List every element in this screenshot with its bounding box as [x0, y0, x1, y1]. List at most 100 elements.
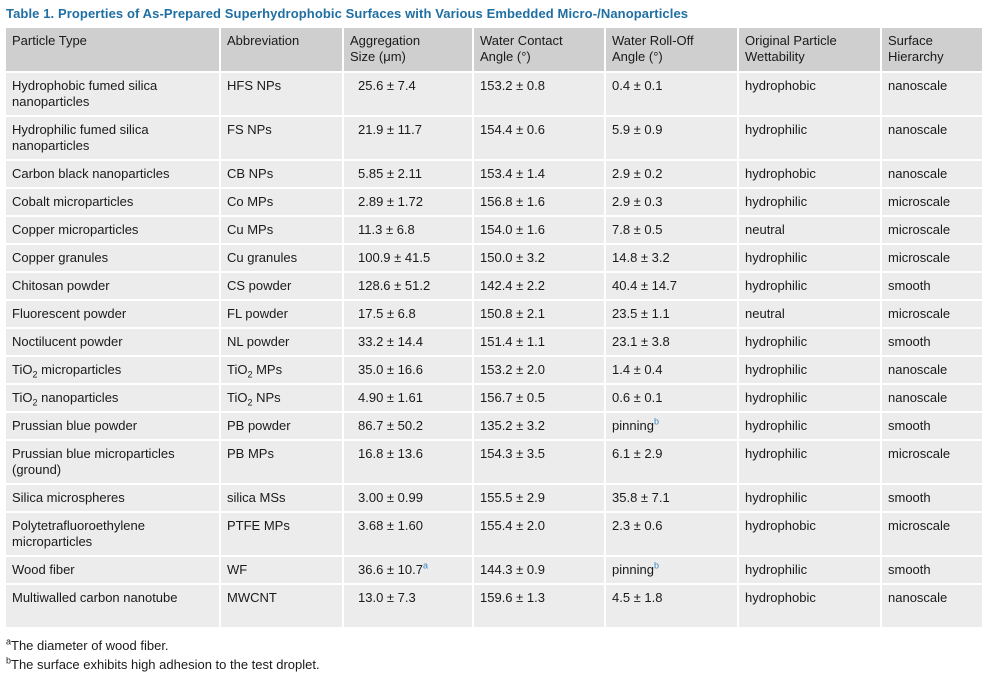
cell-wettability: hydrophilic — [739, 413, 880, 439]
cell-water-contact-angle: 159.6 ± 1.3 — [474, 585, 604, 627]
cell-abbreviation: FL powder — [221, 301, 342, 327]
footnote-b: bThe surface exhibits high adhesion to t… — [6, 655, 320, 672]
cell-particle-type: Copper microparticles — [6, 217, 219, 243]
cell-particle-type: Noctilucent powder — [6, 329, 219, 355]
cell-hierarchy: microscale — [882, 513, 982, 555]
cell-roll-off-angle: 23.1 ± 3.8 — [606, 329, 737, 355]
cell-roll-off-angle: 0.6 ± 0.1 — [606, 385, 737, 411]
cell-wettability: hydrophilic — [739, 189, 880, 215]
cell-water-contact-angle: 153.4 ± 1.4 — [474, 161, 604, 187]
cell-abbreviation: CS powder — [221, 273, 342, 299]
cell-wettability: hydrophobic — [739, 585, 880, 627]
cell-water-contact-angle: 135.2 ± 3.2 — [474, 413, 604, 439]
cell-particle-type: Copper granules — [6, 245, 219, 271]
header-water-roll-off-angle: Water Roll-Off Angle (°) — [606, 28, 737, 71]
cell-aggregation-size: 3.68 ± 1.60 — [344, 513, 472, 555]
table-row: TiO2 nanoparticles TiO2 NPs 4.90 ± 1.61 … — [6, 385, 982, 411]
cell-aggregation-size: 25.6 ± 7.4 — [344, 73, 472, 115]
cell-roll-off-angle: 0.4 ± 0.1 — [606, 73, 737, 115]
cell-particle-type: Carbon black nanoparticles — [6, 161, 219, 187]
cell-hierarchy: smooth — [882, 557, 982, 583]
cell-abbreviation: PB powder — [221, 413, 342, 439]
cell-water-contact-angle: 154.4 ± 0.6 — [474, 117, 604, 159]
cell-aggregation-size: 4.90 ± 1.61 — [344, 385, 472, 411]
table-row: Prussian blue microparticles (ground) PB… — [6, 441, 982, 483]
table-row: Cobalt microparticles Co MPs 2.89 ± 1.72… — [6, 189, 982, 215]
cell-particle-type: Multiwalled carbon nanotube — [6, 585, 219, 627]
cell-hierarchy: microscale — [882, 189, 982, 215]
header-water-contact-angle: Water Contact Angle (°) — [474, 28, 604, 71]
cell-roll-off-angle: pinningb — [606, 413, 737, 439]
cell-water-contact-angle: 156.8 ± 1.6 — [474, 189, 604, 215]
table-row: Polytetrafluoroethylene microparticles P… — [6, 513, 982, 555]
cell-aggregation-size: 13.0 ± 7.3 — [344, 585, 472, 627]
cell-roll-off-angle: 14.8 ± 3.2 — [606, 245, 737, 271]
cell-abbreviation: MWCNT — [221, 585, 342, 627]
cell-water-contact-angle: 156.7 ± 0.5 — [474, 385, 604, 411]
cell-wettability: hydrophilic — [739, 117, 880, 159]
cell-roll-off-angle: pinningb — [606, 557, 737, 583]
cell-abbreviation: NL powder — [221, 329, 342, 355]
cell-particle-type: TiO2 nanoparticles — [6, 385, 219, 411]
cell-abbreviation: Cu MPs — [221, 217, 342, 243]
cell-abbreviation: FS NPs — [221, 117, 342, 159]
table-row: TiO2 microparticles TiO2 MPs 35.0 ± 16.6… — [6, 357, 982, 383]
table-row: Chitosan powder CS powder 128.6 ± 51.2 1… — [6, 273, 982, 299]
cell-wettability: neutral — [739, 217, 880, 243]
cell-wettability: hydrophilic — [739, 441, 880, 483]
cell-water-contact-angle: 155.4 ± 2.0 — [474, 513, 604, 555]
cell-particle-type: Polytetrafluoroethylene microparticles — [6, 513, 219, 555]
cell-abbreviation: WF — [221, 557, 342, 583]
cell-abbreviation: TiO2 MPs — [221, 357, 342, 383]
cell-wettability: hydrophilic — [739, 485, 880, 511]
cell-hierarchy: smooth — [882, 485, 982, 511]
cell-roll-off-angle: 2.9 ± 0.3 — [606, 189, 737, 215]
cell-hierarchy: microscale — [882, 441, 982, 483]
cell-aggregation-size: 33.2 ± 14.4 — [344, 329, 472, 355]
table-row: Silica microspheres silica MSs 3.00 ± 0.… — [6, 485, 982, 511]
cell-particle-type: Wood fiber — [6, 557, 219, 583]
header-aggregation-size: Aggregation Size (μm) — [344, 28, 472, 71]
cell-water-contact-angle: 150.0 ± 3.2 — [474, 245, 604, 271]
cell-roll-off-angle: 40.4 ± 14.7 — [606, 273, 737, 299]
cell-aggregation-size: 36.6 ± 10.7a — [344, 557, 472, 583]
cell-particle-type: Cobalt microparticles — [6, 189, 219, 215]
cell-aggregation-size: 86.7 ± 50.2 — [344, 413, 472, 439]
properties-table: Particle Type Abbreviation Aggregation Si… — [4, 26, 984, 629]
cell-abbreviation: CB NPs — [221, 161, 342, 187]
cell-wettability: hydrophobic — [739, 513, 880, 555]
cell-water-contact-angle: 154.0 ± 1.6 — [474, 217, 604, 243]
cell-wettability: hydrophilic — [739, 329, 880, 355]
cell-aggregation-size: 17.5 ± 6.8 — [344, 301, 472, 327]
cell-roll-off-angle: 1.4 ± 0.4 — [606, 357, 737, 383]
table-row: Multiwalled carbon nanotube MWCNT 13.0 ±… — [6, 585, 982, 627]
cell-hierarchy: smooth — [882, 273, 982, 299]
header-original-particle-wettability: Original Particle Wettability — [739, 28, 880, 71]
cell-wettability: hydrophobic — [739, 73, 880, 115]
cell-abbreviation: Co MPs — [221, 189, 342, 215]
cell-water-contact-angle: 144.3 ± 0.9 — [474, 557, 604, 583]
cell-particle-type: Fluorescent powder — [6, 301, 219, 327]
cell-aggregation-size: 35.0 ± 16.6 — [344, 357, 472, 383]
cell-particle-type: Hydrophobic fumed silica nanoparticles — [6, 73, 219, 115]
cell-aggregation-size: 5.85 ± 2.11 — [344, 161, 472, 187]
cell-wettability: hydrophilic — [739, 385, 880, 411]
table-row: Hydrophobic fumed silica nanoparticles H… — [6, 73, 982, 115]
cell-abbreviation: TiO2 NPs — [221, 385, 342, 411]
cell-water-contact-angle: 151.4 ± 1.1 — [474, 329, 604, 355]
cell-hierarchy: nanoscale — [882, 585, 982, 627]
footnote-a: aThe diameter of wood fiber. — [6, 636, 169, 653]
footnote-marker: a — [422, 560, 428, 571]
cell-aggregation-size: 2.89 ± 1.72 — [344, 189, 472, 215]
cell-roll-off-angle: 4.5 ± 1.8 — [606, 585, 737, 627]
cell-aggregation-size: 3.00 ± 0.99 — [344, 485, 472, 511]
cell-wettability: hydrophilic — [739, 357, 880, 383]
cell-wettability: neutral — [739, 301, 880, 327]
table-row: Copper microparticles Cu MPs 11.3 ± 6.8 … — [6, 217, 982, 243]
cell-hierarchy: smooth — [882, 329, 982, 355]
cell-particle-type: Chitosan powder — [6, 273, 219, 299]
cell-wettability: hydrophilic — [739, 245, 880, 271]
cell-water-contact-angle: 153.2 ± 0.8 — [474, 73, 604, 115]
cell-roll-off-angle: 23.5 ± 1.1 — [606, 301, 737, 327]
